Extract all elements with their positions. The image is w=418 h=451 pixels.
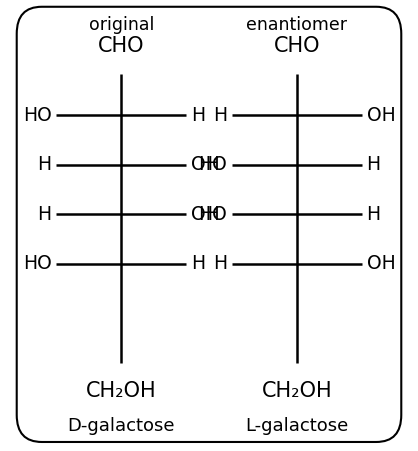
Text: D-galactose: D-galactose (67, 417, 175, 435)
Text: CH₂OH: CH₂OH (262, 381, 332, 401)
Text: H: H (367, 155, 381, 174)
Text: original: original (89, 16, 154, 34)
Text: H: H (37, 155, 51, 174)
Text: CHO: CHO (273, 37, 320, 56)
Text: H: H (367, 205, 381, 224)
Text: CHO: CHO (98, 37, 145, 56)
Text: H: H (37, 205, 51, 224)
Text: H: H (213, 254, 227, 273)
Text: OH: OH (367, 254, 395, 273)
Text: H: H (213, 106, 227, 124)
Text: OH: OH (191, 155, 220, 174)
FancyBboxPatch shape (17, 7, 401, 442)
Text: OH: OH (367, 106, 395, 124)
Text: H: H (191, 106, 205, 124)
Text: HO: HO (23, 106, 51, 124)
Text: L-galactose: L-galactose (245, 417, 349, 435)
Text: HO: HO (198, 155, 227, 174)
Text: CH₂OH: CH₂OH (86, 381, 156, 401)
Text: OH: OH (191, 205, 220, 224)
Text: enantiomer: enantiomer (246, 16, 347, 34)
Text: H: H (191, 254, 205, 273)
Text: HO: HO (23, 254, 51, 273)
Text: HO: HO (198, 205, 227, 224)
